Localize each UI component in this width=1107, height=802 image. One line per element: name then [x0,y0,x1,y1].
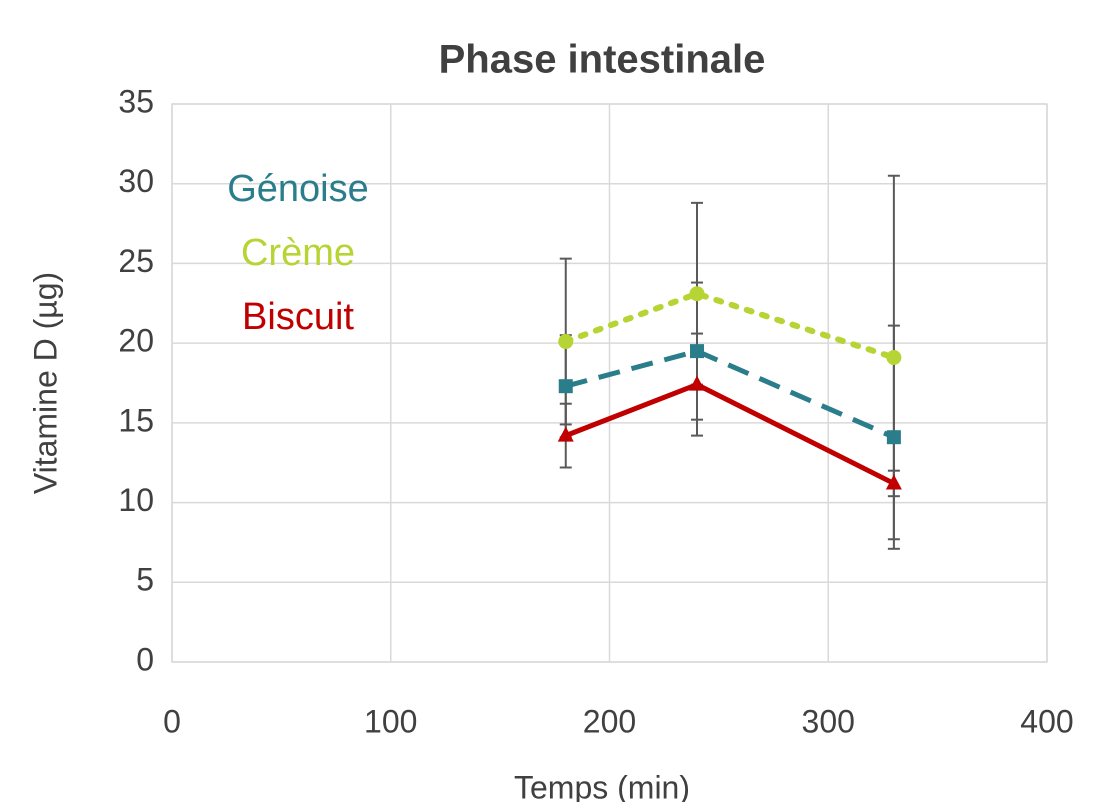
marker [885,474,902,490]
y-axis-label: Vitamine D (µg) [27,272,63,494]
y-tick-label: 25 [118,243,154,279]
marker [689,286,705,302]
plot-frame [171,103,1048,663]
x-tick-label: 300 [802,703,855,739]
y-tick-label: 20 [118,323,154,359]
marker [886,349,902,365]
x-tick-label: 100 [364,703,417,739]
y-tick-label: 30 [118,163,154,199]
series-line [564,381,895,486]
x-tick-label: 0 [163,703,181,739]
marker [689,375,705,391]
x-tick-label: 200 [583,703,636,739]
series-line [565,348,895,440]
y-tick-label: 15 [118,402,154,438]
marker [690,344,704,359]
marker [558,379,573,394]
x-axis-label: Temps (min) [514,769,690,802]
y-tick-label: 0 [136,641,154,677]
legend-label: Crème [241,232,355,274]
y-tick-label: 5 [136,562,154,598]
series-line [562,290,897,361]
y-tick-label: 10 [118,482,154,518]
legend-label: Génoise [227,168,369,210]
marker [886,430,901,445]
chart-title: Phase intestinale [439,38,766,82]
x-tick-label: 400 [1020,703,1073,739]
y-tick-label: 35 [118,83,154,119]
marker [557,426,574,442]
marker [558,334,574,350]
legend-label: Biscuit [242,296,354,338]
